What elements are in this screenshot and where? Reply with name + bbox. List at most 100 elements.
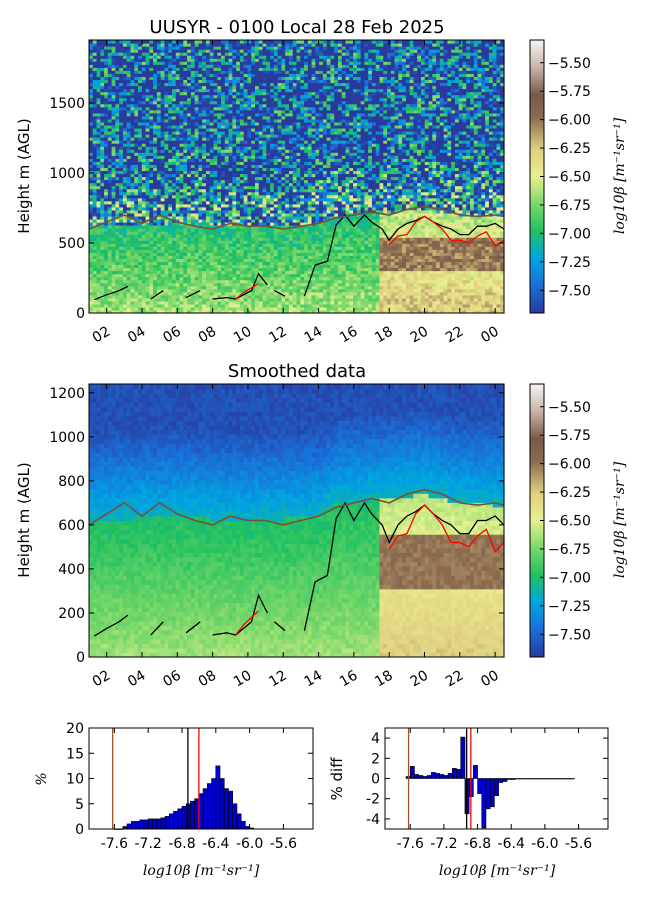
heatmap-cell: [104, 103, 109, 108]
heatmap-cell: [134, 152, 139, 156]
heatmap-cell: [130, 155, 135, 159]
heatmap-cell: [145, 185, 150, 190]
heatmap-cell: [92, 200, 98, 205]
heatmap-cell: [100, 76, 105, 81]
heatmap-cell: [104, 206, 109, 211]
heatmap-cell: [89, 67, 94, 71]
heatmap-cell: [96, 106, 101, 111]
heatmap-cell: [145, 73, 150, 77]
heatmap-cell: [130, 285, 135, 290]
heatmap-cell: [122, 206, 128, 211]
heatmap-cell: [107, 285, 113, 290]
heatmap-cell: [107, 137, 113, 141]
heatmap-cell: [107, 58, 113, 62]
heatmap-cell: [153, 85, 158, 90]
heatmap-cell: [138, 206, 143, 211]
heatmap-cell: [107, 246, 113, 250]
heatmap-cell: [141, 206, 147, 211]
heatmap-cell: [134, 300, 139, 305]
heatmap-cell: [96, 140, 101, 144]
heatmap-cell: [100, 149, 105, 153]
heatmap-cell: [153, 76, 158, 81]
heatmap-cell: [126, 194, 132, 199]
heatmap-cell: [130, 100, 135, 105]
heatmap-cell: [92, 309, 98, 314]
heatmap-cell: [104, 185, 109, 190]
heatmap-cell: [130, 197, 135, 202]
heatmap-cell: [156, 249, 162, 253]
heatmap-cell: [153, 218, 158, 223]
heatmap-cell: [89, 121, 94, 126]
raw-heatmap: [89, 40, 505, 314]
heatmap-cell: [130, 85, 135, 90]
heatmap-cell: [107, 82, 113, 87]
heatmap-cell: [107, 149, 113, 153]
heatmap-cell: [134, 97, 139, 102]
heatmap-cell: [89, 127, 94, 132]
heatmap-cell: [126, 209, 132, 214]
heatmap-cell: [107, 306, 113, 311]
heatmap-cell: [138, 209, 143, 214]
heatmap-cell: [96, 176, 101, 181]
heatmap-cell: [122, 225, 128, 229]
heatmap-cell: [145, 134, 150, 138]
heatmap-cell: [115, 282, 120, 287]
heatmap-cell: [122, 149, 128, 153]
heatmap-cell: [100, 188, 105, 193]
heatmap-cell: [145, 273, 150, 278]
heatmap-cell: [104, 127, 109, 132]
heatmap-cell: [96, 303, 101, 308]
heatmap-cell: [126, 55, 132, 59]
heatmap-cell: [96, 258, 101, 263]
heatmap-cell: [115, 276, 120, 281]
heatmap-cell: [141, 170, 147, 175]
heatmap-cell: [130, 76, 135, 81]
heatmap-cell: [270, 40, 275, 44]
heatmap-cell: [111, 82, 117, 87]
heatmap-cell: [266, 40, 271, 44]
heatmap-cell: [149, 191, 154, 196]
heatmap-cell: [115, 240, 120, 244]
heatmap-cell: [111, 246, 117, 250]
heatmap-cell: [130, 143, 135, 147]
heatmap-cell: [122, 249, 128, 253]
heatmap-cell: [89, 46, 94, 50]
heatmap-cell: [149, 261, 154, 266]
heatmap-cell: [119, 306, 124, 311]
heatmap-cell: [122, 270, 128, 275]
heatmap-cell: [130, 164, 135, 168]
heatmap-cell: [134, 82, 139, 87]
heatmap-cell: [107, 231, 113, 235]
heatmap-cell: [126, 58, 132, 62]
heatmap-cell: [126, 173, 132, 178]
heatmap-cell: [141, 67, 147, 71]
heatmap-cell: [153, 246, 158, 250]
heatmap-cell: [100, 176, 105, 181]
heatmap-cell: [89, 155, 94, 159]
heatmap-cell: [119, 194, 124, 199]
heatmap-cell: [134, 137, 139, 141]
heatmap-cell: [100, 282, 105, 287]
heatmap-cell: [145, 164, 150, 168]
heatmap-cell: [122, 115, 128, 120]
heatmap-cell: [126, 167, 132, 172]
heatmap-cell: [138, 249, 143, 253]
heatmap-cell: [138, 170, 143, 175]
heatmap-cell: [115, 155, 120, 159]
heatmap-cell: [107, 40, 113, 44]
heatmap-cell: [115, 55, 120, 59]
heatmap-cell: [138, 261, 143, 266]
heatmap-cell: [107, 112, 113, 117]
heatmap-cell: [122, 137, 128, 141]
heatmap-cell: [130, 267, 135, 272]
heatmap-cell: [104, 118, 109, 123]
heatmap-cell: [111, 218, 117, 223]
heatmap-cell: [104, 100, 109, 105]
heatmap-cell: [138, 143, 143, 147]
heatmap-cell: [141, 237, 147, 241]
heatmap-cell: [145, 243, 150, 247]
heatmap-cell: [141, 134, 147, 138]
heatmap-cell: [145, 297, 150, 302]
heatmap-cell: [107, 303, 113, 308]
heatmap-cell: [115, 124, 120, 129]
